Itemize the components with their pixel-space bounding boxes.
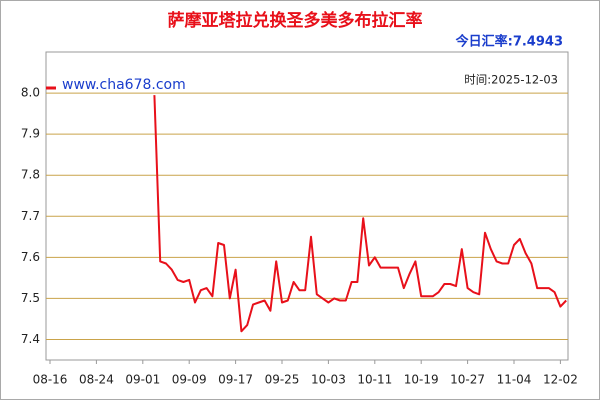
x-tick-label: 10-03 <box>311 373 346 387</box>
site-label: www.cha678.com <box>62 77 186 93</box>
x-tick-label: 09-25 <box>265 373 300 387</box>
x-tick-label: 12-02 <box>543 373 578 387</box>
x-tick-label: 11-04 <box>497 373 532 387</box>
y-tick-label: 7.7 <box>21 209 40 223</box>
y-tick-label: 7.9 <box>21 127 40 141</box>
x-tick-label: 08-16 <box>33 373 68 387</box>
x-tick-label: 09-17 <box>218 373 253 387</box>
y-tick-label: 8.0 <box>21 86 40 100</box>
plot-frame <box>45 51 569 361</box>
x-tick-label: 09-01 <box>125 373 160 387</box>
x-tick-label: 09-09 <box>172 373 207 387</box>
series-line <box>153 95 567 333</box>
y-tick-label: 7.4 <box>21 332 40 346</box>
x-tick-label: 10-11 <box>357 373 392 387</box>
chart-title: 萨摩亚塔拉兑换圣多美多布拉汇率 <box>168 10 423 31</box>
x-tick-label: 10-19 <box>404 373 439 387</box>
x-tick-label: 10-27 <box>450 373 485 387</box>
date-label: 时间:2025-12-03 <box>464 73 558 87</box>
x-tick-label: 08-24 <box>79 373 114 387</box>
y-tick-label: 7.6 <box>21 250 40 264</box>
current-rate: 今日汇率:7.4943 <box>455 34 563 50</box>
y-tick-label: 7.5 <box>21 291 40 305</box>
y-tick-label: 7.8 <box>21 168 40 182</box>
